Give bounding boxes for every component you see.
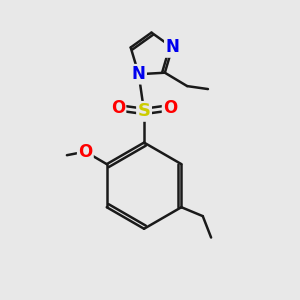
Text: O: O xyxy=(163,99,177,117)
Text: S: S xyxy=(138,102,151,120)
Text: N: N xyxy=(132,65,145,83)
Text: O: O xyxy=(111,99,125,117)
Text: O: O xyxy=(78,142,92,160)
Text: N: N xyxy=(165,38,179,56)
